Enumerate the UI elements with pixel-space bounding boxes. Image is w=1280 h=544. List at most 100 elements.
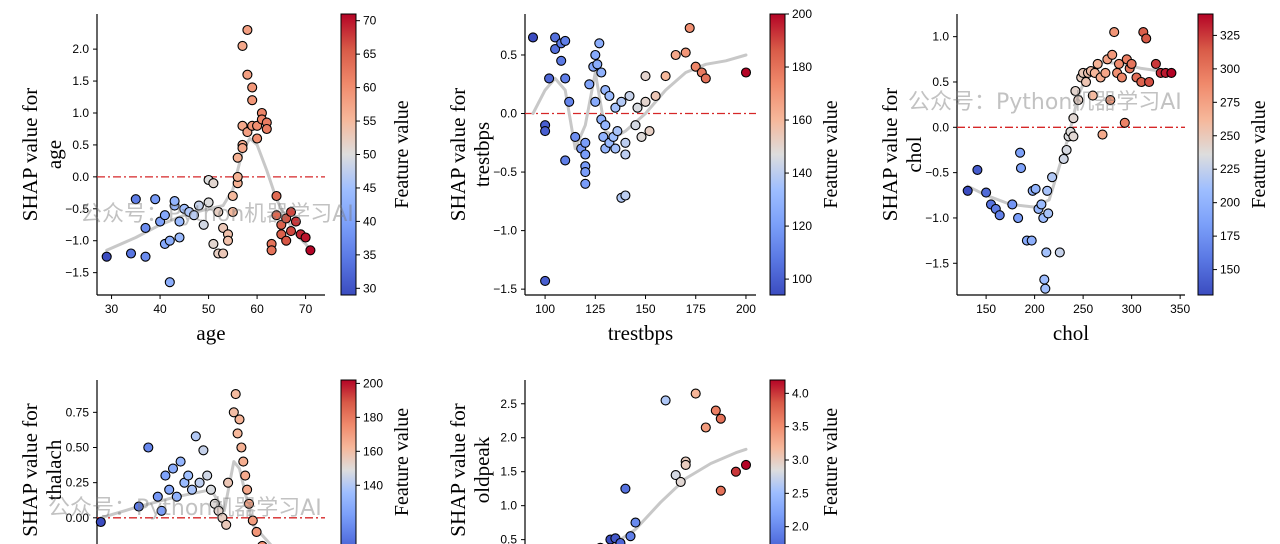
data-point [610, 102, 621, 113]
data-point [700, 422, 711, 433]
data-point [580, 137, 591, 148]
data-point [290, 216, 301, 227]
colorbar-tick-label: 225 [1220, 162, 1240, 176]
data-point [150, 194, 161, 205]
data-point [624, 90, 635, 102]
data-point [1007, 199, 1018, 210]
data-point [190, 431, 201, 442]
data-point [247, 515, 258, 526]
data-point [237, 40, 248, 51]
data-point [570, 131, 581, 142]
data-point [644, 126, 655, 137]
data-point [1036, 199, 1047, 210]
x-tick-label: 300 [1122, 302, 1142, 316]
data-point [684, 22, 695, 34]
colorbar-tick-label: 200 [363, 376, 383, 390]
colorbar-tick-label: 45 [363, 181, 377, 195]
data-point [981, 187, 992, 198]
colorbar-tick-label: 150 [1220, 263, 1240, 277]
y-tick-label: 0.00 [66, 511, 90, 525]
data-point [240, 470, 251, 481]
data-point [193, 200, 204, 211]
data-point [1043, 208, 1054, 219]
data-point [604, 90, 615, 102]
colorbar-tick-label: 325 [1220, 28, 1240, 42]
data-point [700, 73, 711, 84]
data-point [630, 120, 641, 131]
data-point [1100, 67, 1111, 78]
data-point [527, 32, 539, 43]
data-point [680, 47, 691, 58]
data-point [198, 219, 209, 230]
y-tick-label: −0.5 [925, 166, 949, 180]
colorbar-tick-label: 30 [363, 281, 377, 295]
data-point [130, 194, 141, 205]
data-point [1080, 76, 1092, 88]
data-point [271, 210, 282, 221]
data-point [152, 491, 163, 502]
y-axis-label-line: SHAP value for [446, 403, 470, 536]
data-point [1058, 153, 1069, 165]
data-point [556, 55, 567, 66]
data-point [1061, 144, 1072, 156]
data-point [174, 232, 185, 243]
y-tick-label: 0.5 [932, 75, 949, 89]
data-point [620, 483, 631, 494]
x-tick-label: 350 [1170, 302, 1190, 316]
x-axis-label: trestbps [608, 321, 673, 345]
data-point [228, 407, 239, 418]
colorbar [340, 379, 357, 544]
x-tick-label: 50 [202, 302, 216, 316]
y-tick-label: −1.5 [925, 256, 949, 270]
x-tick-label: 150 [976, 302, 996, 316]
data-point [234, 414, 245, 425]
data-point [95, 516, 106, 528]
colorbar-tick-label: 3.0 [792, 453, 809, 467]
y-axis-label-line: SHAP value for [446, 88, 470, 221]
colorbar-tick-label: 275 [1220, 95, 1240, 109]
colorbar [1197, 13, 1214, 296]
colorbar-tick-label: 180 [792, 60, 812, 74]
data-point [1013, 212, 1024, 224]
data-point [1144, 76, 1155, 88]
data-point [232, 152, 243, 163]
colorbar-label: Feature value [391, 408, 413, 516]
data-point [610, 143, 621, 154]
data-point [285, 206, 297, 218]
y-axis-label: SHAP value fortrestbps [446, 88, 494, 221]
data-point [247, 95, 258, 106]
colorbar-tick-label: 140 [792, 166, 812, 180]
data-point [203, 197, 214, 208]
y-tick-label: 1.0 [932, 30, 949, 44]
y-tick-label: 1.5 [500, 465, 517, 479]
data-point [1109, 27, 1120, 38]
data-point [1073, 95, 1084, 106]
data-point [660, 395, 671, 406]
data-point [186, 484, 198, 495]
data-point [257, 540, 267, 544]
y-tick-label: 0.0 [500, 107, 517, 121]
colorbar [769, 379, 786, 544]
panel-trestbps: −1.5 −1.0 −0.5 0.0 0.5 100 125 150 175 200 trestbp… [446, 7, 842, 345]
data-point [962, 185, 973, 196]
data-point [1097, 129, 1108, 140]
colorbar-tick-label: 250 [1220, 129, 1240, 143]
colorbar-tick-label: 55 [363, 114, 377, 128]
data-point [205, 484, 217, 495]
data-point [101, 251, 112, 262]
data-point [680, 459, 691, 470]
data-point [710, 405, 721, 416]
data-point [261, 123, 272, 135]
data-point [580, 149, 591, 160]
data-point [1116, 72, 1127, 83]
colorbar-tick-label: 2.5 [792, 486, 809, 500]
data-point [281, 235, 292, 246]
data-point [208, 238, 219, 249]
data-point [208, 178, 219, 189]
x-axis-label: chol [1053, 321, 1089, 345]
data-point [232, 171, 243, 182]
y-tick-label: 0.5 [500, 48, 517, 62]
colorbar-tick-label: 40 [363, 214, 377, 228]
y-axis-label-line: SHAP value for [18, 403, 42, 536]
